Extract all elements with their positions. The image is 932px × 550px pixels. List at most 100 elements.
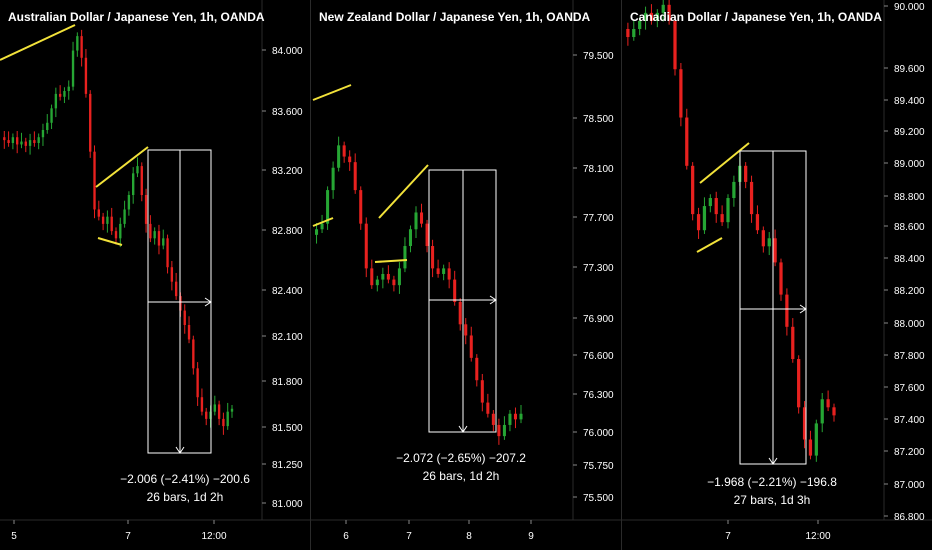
trendline: [0, 24, 76, 61]
measure-label-nzdjpy: −2.072 (−2.65%) −207.2 26 bars, 1d 2h: [381, 449, 541, 485]
candle-body: [638, 20, 642, 29]
candle-body: [342, 145, 346, 157]
panel-divider: [621, 0, 622, 550]
chart-svg-cadjpy: 90.000 89.600 89.400 89.200 89.000 88.800 88.6…: [622, 0, 932, 542]
candle-body: [63, 91, 66, 97]
y-tick-label: 76.900: [583, 314, 614, 325]
candle-body: [458, 301, 462, 325]
candle-body: [174, 281, 178, 297]
candle-body: [119, 223, 122, 239]
candle-body: [320, 223, 324, 230]
candle-body: [826, 399, 830, 408]
candle-body: [157, 231, 161, 246]
y-tick-label: 78.100: [583, 164, 614, 175]
y-tick-label: 88.000: [894, 319, 925, 330]
y-tick-label: 77.300: [583, 263, 614, 274]
measure-h-arrowhead: [489, 295, 497, 305]
y-tick-label: 88.200: [894, 286, 925, 297]
candle-body: [425, 223, 429, 247]
candle-body: [691, 165, 695, 215]
candle-body: [101, 216, 105, 224]
y-tick-label: 82.400: [272, 286, 303, 297]
x-tick-label: 5: [11, 531, 17, 542]
candle-body: [16, 137, 19, 145]
candle-body: [386, 273, 390, 280]
y-tick-label: 87.200: [894, 447, 925, 458]
candle-body: [11, 137, 15, 143]
candle-body: [720, 214, 724, 223]
y-tick-label: 76.000: [583, 428, 614, 439]
candle-body: [767, 238, 771, 247]
candle-body: [196, 368, 199, 398]
y-tick-label: 89.600: [894, 64, 925, 75]
candle-body: [442, 268, 446, 274]
candle-body: [162, 238, 165, 246]
candle-body: [508, 413, 512, 425]
candle-body: [436, 268, 440, 274]
candle-body: [183, 310, 186, 325]
y-tick-label: 83.600: [272, 107, 303, 118]
y-tick-label: 90.000: [894, 2, 925, 13]
chart-title-nzdjpy: New Zealand Dollar / Japanese Yen, 1h, O…: [319, 10, 591, 24]
candle-body: [123, 209, 126, 224]
candle-body: [820, 399, 824, 424]
candle-body: [97, 209, 100, 217]
chart-title-cadjpy: Canadian Dollar / Japanese Yen, 1h, OAND…: [630, 10, 882, 24]
y-tick-label: 86.800: [894, 512, 925, 523]
candle-body: [331, 167, 335, 191]
y-tick-label: 88.800: [894, 192, 925, 203]
candle-body: [491, 413, 495, 425]
candle-body: [67, 86, 70, 91]
candle-body: [714, 198, 718, 215]
candle-body: [832, 407, 836, 416]
candle-body: [779, 262, 783, 295]
y-tick-label: 89.200: [894, 127, 925, 138]
x-tick-label: 12:00: [805, 531, 830, 542]
measure-change-audjpy: −2.006 (−2.41%) −200.6: [120, 472, 250, 486]
y-tick-label: 87.000: [894, 480, 925, 491]
candle-body: [200, 397, 204, 412]
chart-svg-audjpy: 84.000 83.600 83.200 82.800 82.400 82.100 81.8…: [0, 0, 310, 542]
candle-body: [732, 181, 736, 199]
chart-panel-cadjpy: 90.000 89.600 89.400 89.200 89.000 88.800 88.6…: [622, 0, 932, 550]
candle-body: [315, 229, 319, 235]
candle-body: [114, 231, 118, 239]
candle-body: [20, 141, 23, 145]
y-tick-label: 87.600: [894, 383, 925, 394]
y-tick-label: 87.800: [894, 351, 925, 362]
candle-body: [685, 117, 689, 166]
trendline: [696, 237, 723, 253]
trendline: [699, 142, 750, 184]
candle-body: [726, 198, 730, 223]
measure-label-cadjpy: −1.968 (−2.21%) −196.8 27 bars, 1d 3h: [692, 473, 852, 509]
measure-label-audjpy: −2.006 (−2.41%) −200.6 26 bars, 1d 2h: [105, 470, 265, 506]
candle-body: [230, 408, 234, 412]
y-tick-label: 76.600: [583, 351, 614, 362]
candle-body: [480, 380, 484, 403]
y-tick-label: 82.100: [272, 332, 303, 343]
candle-body: [84, 57, 88, 94]
trendline: [378, 164, 429, 219]
candle-body: [33, 140, 36, 143]
x-tick-label: 8: [466, 531, 472, 542]
candle-body: [643, 12, 648, 21]
candle-body: [326, 190, 330, 224]
candle-body: [46, 122, 49, 130]
candle-body: [213, 404, 216, 412]
x-tick-label: 7: [406, 531, 412, 542]
candle-body: [226, 411, 229, 427]
candle-body: [144, 195, 148, 224]
candle-body: [469, 335, 473, 358]
x-tick-label: 7: [125, 531, 131, 542]
candle-body: [655, 12, 659, 21]
candle-body: [110, 216, 113, 232]
x-tick-label: 6: [343, 531, 349, 542]
panel-divider: [310, 0, 311, 550]
candle-body: [41, 130, 45, 138]
y-tick-label: 89.000: [894, 159, 925, 170]
candle-body: [679, 69, 683, 118]
measure-bars-audjpy: 26 bars, 1d 2h: [146, 490, 224, 504]
candle-body: [381, 273, 385, 280]
candle-body: [696, 214, 701, 231]
candle-body: [187, 325, 191, 340]
